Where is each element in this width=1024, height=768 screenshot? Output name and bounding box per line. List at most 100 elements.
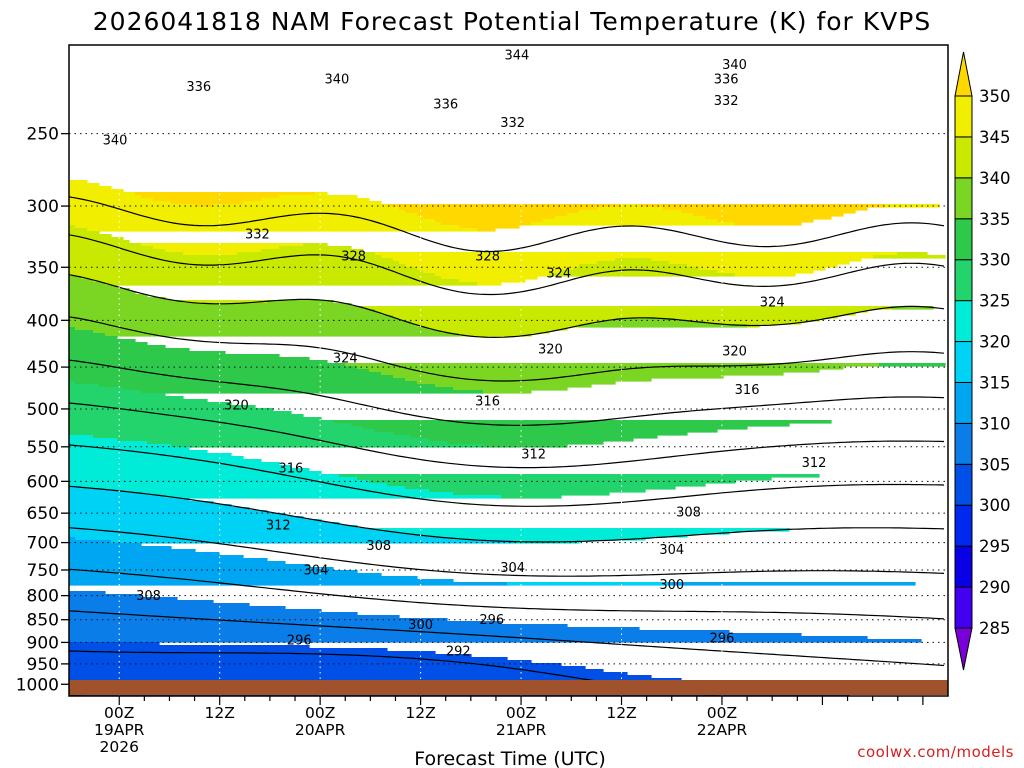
x-tick-label: 21APR [496,721,547,739]
colorbar-segment [954,545,973,588]
contour-label: 296 [479,613,504,628]
x-tick-label: 00Z [707,704,737,722]
contour-label: 324 [546,266,571,281]
contour-label: 340 [103,133,128,148]
y-tick-label: 850 [27,611,59,631]
y-tick-label: 800 [27,587,59,607]
contour-label: 296 [710,631,735,646]
contour-label: 320 [224,398,249,413]
colorbar-segment [954,218,973,261]
colorbar-label: 285 [979,619,1011,638]
colorbar-label: 345 [979,128,1011,147]
y-tick-label: 350 [27,258,59,278]
contour-label: 328 [475,249,500,264]
colorbar-label: 300 [979,496,1011,515]
y-tick-label: 1000 [16,675,59,695]
x-tick-label: 12Z [606,704,636,722]
contour-label: 332 [245,228,270,243]
x-tick-label: 12Z [205,704,235,722]
y-axis: 2503003504004505005506006507007508008509… [16,125,69,695]
colorbar-segment [954,586,973,629]
contour-label: 300 [659,578,684,593]
contour-line-332 [69,359,945,426]
contour-label: 320 [538,343,563,358]
colorbar-label: 305 [979,455,1011,474]
colorbar-label: 290 [979,578,1011,597]
colorbar-segment [954,341,973,383]
x-tick-label: 22APR [697,721,748,739]
y-tick-label: 250 [27,125,59,145]
contour-label: 308 [136,589,161,604]
x-tick-label: 19APR [94,721,145,739]
colorbar-label: 330 [979,251,1011,270]
y-tick-label: 650 [27,504,59,524]
colorbar-label: 315 [979,373,1011,392]
contour-label: 328 [341,249,366,264]
contour-label: 312 [802,456,827,471]
contour-line-348 [69,196,945,253]
colorbar-segment [954,95,973,138]
y-tick-label: 900 [27,633,59,653]
contour-label: 344 [504,48,529,63]
contour-line-320 [69,485,945,543]
y-tick-label: 950 [27,655,59,675]
contour-label: 312 [521,447,546,462]
colorbar-max-arrow [954,51,973,97]
contour-label: 332 [714,94,739,109]
contour-label: 324 [760,296,785,311]
contour-label: 304 [500,561,525,576]
y-tick-label: 500 [27,400,59,420]
x-tick-label: 00Z [305,704,335,722]
contour-label: 300 [408,618,433,633]
colorbar-label: 335 [979,210,1011,229]
contour-label: 312 [266,519,291,534]
ground-bar [69,680,948,695]
contour-label: 308 [676,505,701,520]
contour-label: 304 [304,563,329,578]
contour-label: 340 [722,58,747,73]
contour-line-344 [69,234,945,296]
colorbar-min-arrow [954,627,973,671]
colorbar: 285 290 295 300 305 310 315 320 325 330 335 340 345 3… [954,51,1011,671]
contour-label: 324 [333,352,358,367]
contour-label: 336 [433,97,458,112]
x-tick-label: 00Z [506,704,536,722]
contour-label: 336 [714,73,739,88]
y-tick-label: 600 [27,472,59,492]
colorbar-segment [954,136,973,179]
contour-label: 332 [500,116,525,131]
contour-line-312 [69,568,945,620]
y-tick-label: 300 [27,197,59,217]
colorbar-segment [954,381,973,424]
contour-label: 292 [446,645,471,660]
contour-label: 296 [287,634,312,649]
contour-label: 340 [324,73,349,88]
x-tick-label: 2026 [100,738,139,756]
contour-label: 304 [659,543,684,558]
contour-line-340 [69,274,945,339]
colorbar-label: 320 [979,333,1011,352]
contour-line-336 [69,316,945,382]
contour-line-316 [69,527,945,577]
contour-line-324 [69,444,945,507]
y-tick-label: 700 [27,534,59,554]
y-tick-label: 550 [27,438,59,458]
y-tick-label: 400 [27,311,59,331]
colorbar-label: 295 [979,537,1011,556]
x-tick-label: 20APR [295,721,346,739]
contour-label: 320 [722,344,747,359]
colorbar-segment [954,300,973,343]
contour-label: 308 [366,539,391,554]
colorbar-segment [954,463,973,506]
contour-line-308 [69,610,945,667]
chart-title: 2026041818 NAM Forecast Potential Temper… [93,7,931,36]
y-tick-label: 450 [27,358,59,378]
x-tick-label: 12Z [405,704,435,722]
contour-label: 336 [186,80,211,95]
grid-lines [69,45,948,696]
contour-lines [69,196,945,696]
plot-frame [68,44,949,697]
